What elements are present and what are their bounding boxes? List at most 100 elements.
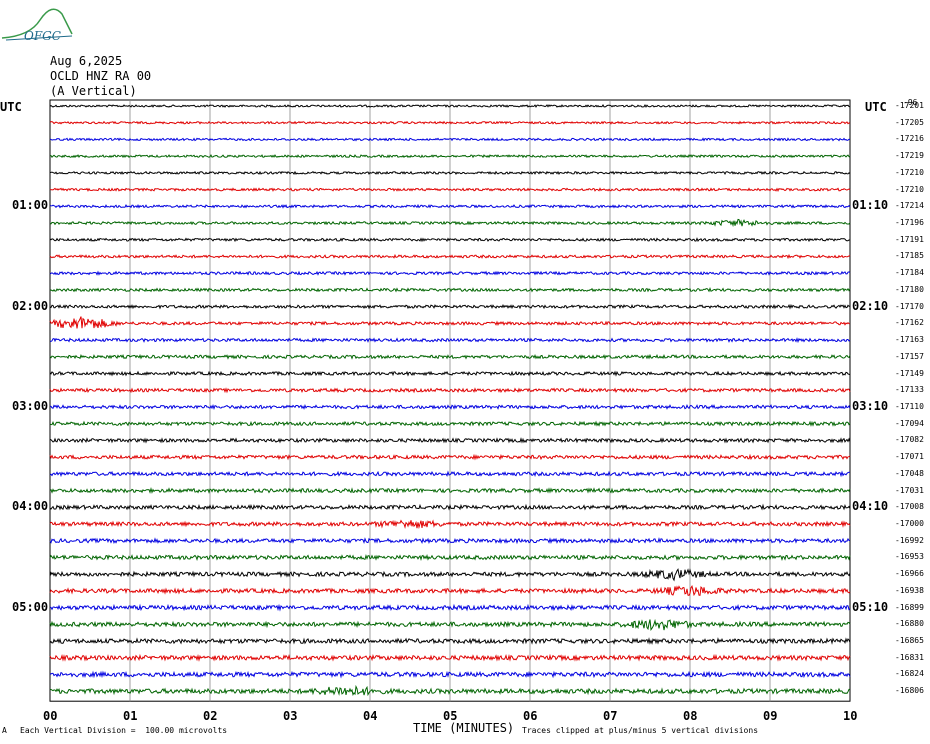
x-tick-label: 02 [203,709,218,723]
trace-offset-label: -16966 [895,569,924,579]
trace-offset-label: -16953 [895,552,924,562]
right-hour-label: 03:10 [852,398,889,413]
header-component: (A Vertical) [50,84,137,98]
x-tick-label: 03 [283,709,298,723]
trace-offset-label: -17048 [895,468,924,478]
trace-15 [49,353,851,360]
left-hour-label: 04:00 [12,499,49,514]
trace-28 [49,568,851,582]
right-units-label: -96 [903,98,918,107]
right-hour-label: 04:10 [852,499,889,514]
trace-1 [49,120,851,125]
left-hour-label: 03:00 [12,398,49,413]
trace-offset-label: -17170 [895,301,924,311]
x-tick-label: 00 [43,709,58,723]
trace-offset-label: -17191 [895,234,924,244]
trace-2 [49,137,851,142]
trace-offset-label: -16899 [895,602,924,612]
right-hour-label: 01:10 [852,198,889,213]
trace-offset-label: -17031 [895,485,924,495]
trace-offset-label: -17201 [895,101,924,110]
footer-clip-note: Traces clipped at plus/minus 5 vertical … [522,726,759,735]
trace-offset-label: -16880 [895,619,924,629]
trace-30 [49,603,851,612]
x-axis-title: TIME (MINUTES) [413,721,515,735]
trace-34 [49,670,851,679]
trace-offset-label: -17185 [895,251,924,261]
trace-0 [49,103,851,108]
trace-20 [49,437,851,444]
header-date: Aug 6,2025 [50,54,123,68]
trace-offset-label: -17214 [895,201,924,211]
right-hour-label: 02:10 [852,298,889,313]
trace-11 [49,287,851,293]
left-hour-label: 01:00 [12,198,49,213]
trace-17 [49,387,851,394]
trace-27 [49,553,851,562]
x-tick-label: 06 [523,709,538,723]
trace-18 [49,403,851,411]
footer-scale: Each Vertical Division = 100.00 microvol… [20,726,228,735]
trace-25 [49,519,851,530]
trace-offset-label: -17082 [895,435,924,445]
trace-offset-label: -17196 [895,218,924,228]
right-hour-label: 05:10 [852,599,889,614]
trace-offset-label: -17133 [895,385,924,395]
x-tick-label: 07 [603,709,618,723]
trace-22 [49,470,850,478]
ofgc-logo: OFGC [1,8,73,43]
trace-21 [49,453,851,461]
trace-4 [49,170,851,176]
trace-group [49,103,851,697]
x-tick-label: 05 [443,709,458,723]
trace-offset-label: -16938 [895,585,924,595]
trace-10 [49,270,851,276]
left-hour-label: 02:00 [12,298,49,313]
trace-offset-label: -17000 [895,519,924,528]
trace-14 [49,337,851,344]
trace-offset-label: -17180 [895,284,924,294]
trace-8 [49,237,850,243]
logo-text: OFGC [24,29,61,43]
trace-offset-label: -17110 [895,401,924,411]
trace-offset-label: -17210 [895,184,924,194]
trace-35 [49,684,850,697]
trace-6 [49,203,851,209]
trace-26 [49,537,851,545]
trace-3 [50,154,851,159]
trace-31 [49,618,851,631]
trace-offset-label: -17205 [895,117,924,127]
trace-12 [49,303,851,310]
trace-23 [49,486,851,494]
trace-29 [49,584,851,597]
left-hour-label: 05:00 [12,599,49,614]
trace-7 [49,218,851,228]
footer-corner: A [2,726,7,735]
header-station: OCLD HNZ RA 00 [50,69,152,83]
trace-offset-label: -17162 [895,318,924,328]
trace-offset-label: -17071 [895,452,924,462]
x-tick-label: 08 [683,709,698,723]
trace-16 [49,370,851,377]
trace-offset-label: -16992 [895,535,924,545]
trace-offset-label: -17210 [895,167,924,177]
trace-13 [49,316,851,329]
trace-32 [49,637,851,645]
trace-9 [49,253,851,260]
trace-offset-label: -16865 [895,636,924,646]
trace-offset-label: -16824 [895,669,924,679]
trace-offset-label: -17094 [895,418,924,428]
trace-offset-label: -16806 [895,686,924,696]
trace-offset-label: -17184 [895,268,924,278]
trace-offset-label: -17163 [895,335,924,345]
trace-offset-label: -17149 [895,368,924,378]
trace-offset-label: -16831 [895,652,924,662]
trace-24 [49,503,851,511]
grid-lines [49,99,851,702]
trace-offset-label: -17216 [895,134,924,144]
x-tick-label: 09 [763,709,778,723]
trace-33 [49,653,851,662]
x-tick-label: 04 [363,709,378,723]
trace-5 [49,187,851,192]
